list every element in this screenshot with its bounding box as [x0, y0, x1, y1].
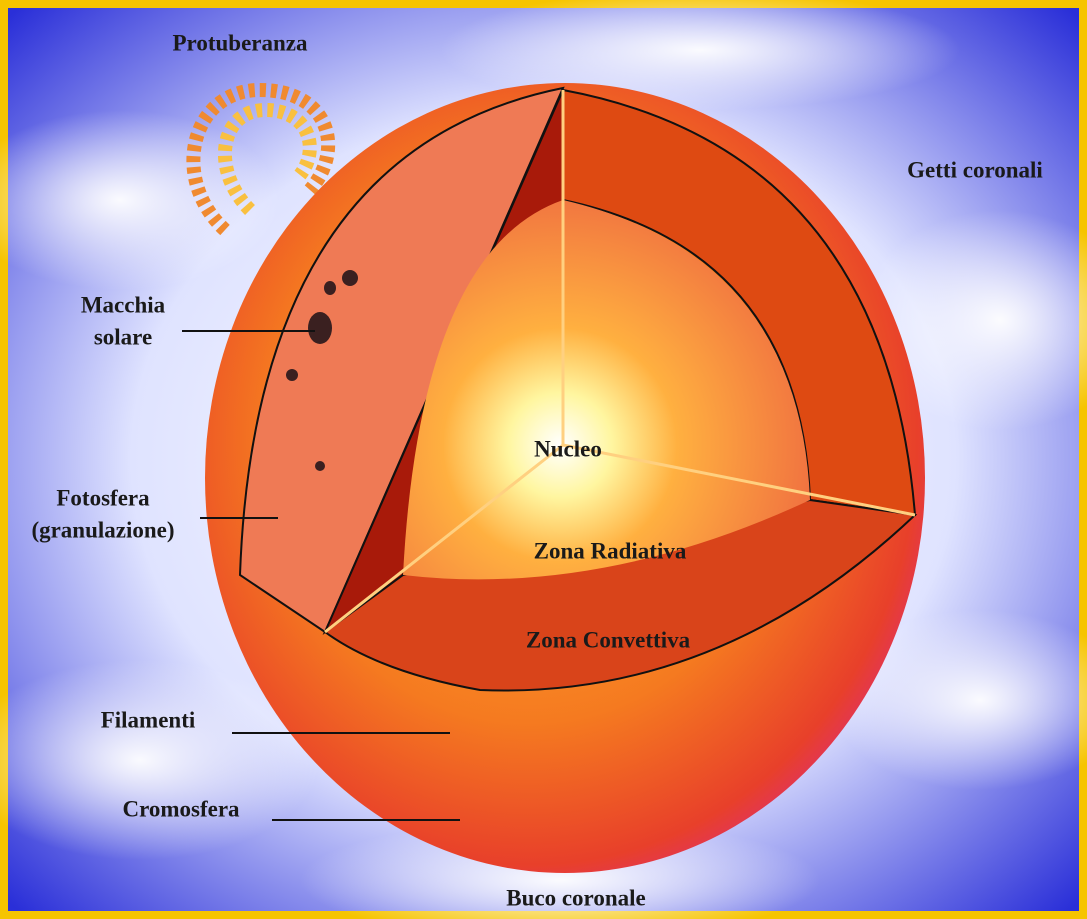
label: Cromosfera — [122, 796, 240, 821]
label: Nucleo — [534, 436, 602, 461]
label: Zona Convettiva — [526, 627, 691, 652]
label: Zona Radiativa — [534, 538, 687, 563]
label: Getti coronali — [907, 157, 1043, 182]
label: Filamenti — [101, 707, 196, 732]
label: Fotosfera — [56, 485, 150, 510]
label: (granulazione) — [31, 517, 174, 542]
label: Protuberanza — [172, 30, 308, 55]
label: Macchia — [81, 292, 166, 317]
label: Buco coronale — [506, 885, 645, 910]
page: Protuberanza Getti coronali Macchia solare F… — [0, 0, 1087, 919]
diagram: Protuberanza Getti coronali Macchia solare F… — [0, 0, 1087, 919]
label: solare — [94, 324, 152, 349]
